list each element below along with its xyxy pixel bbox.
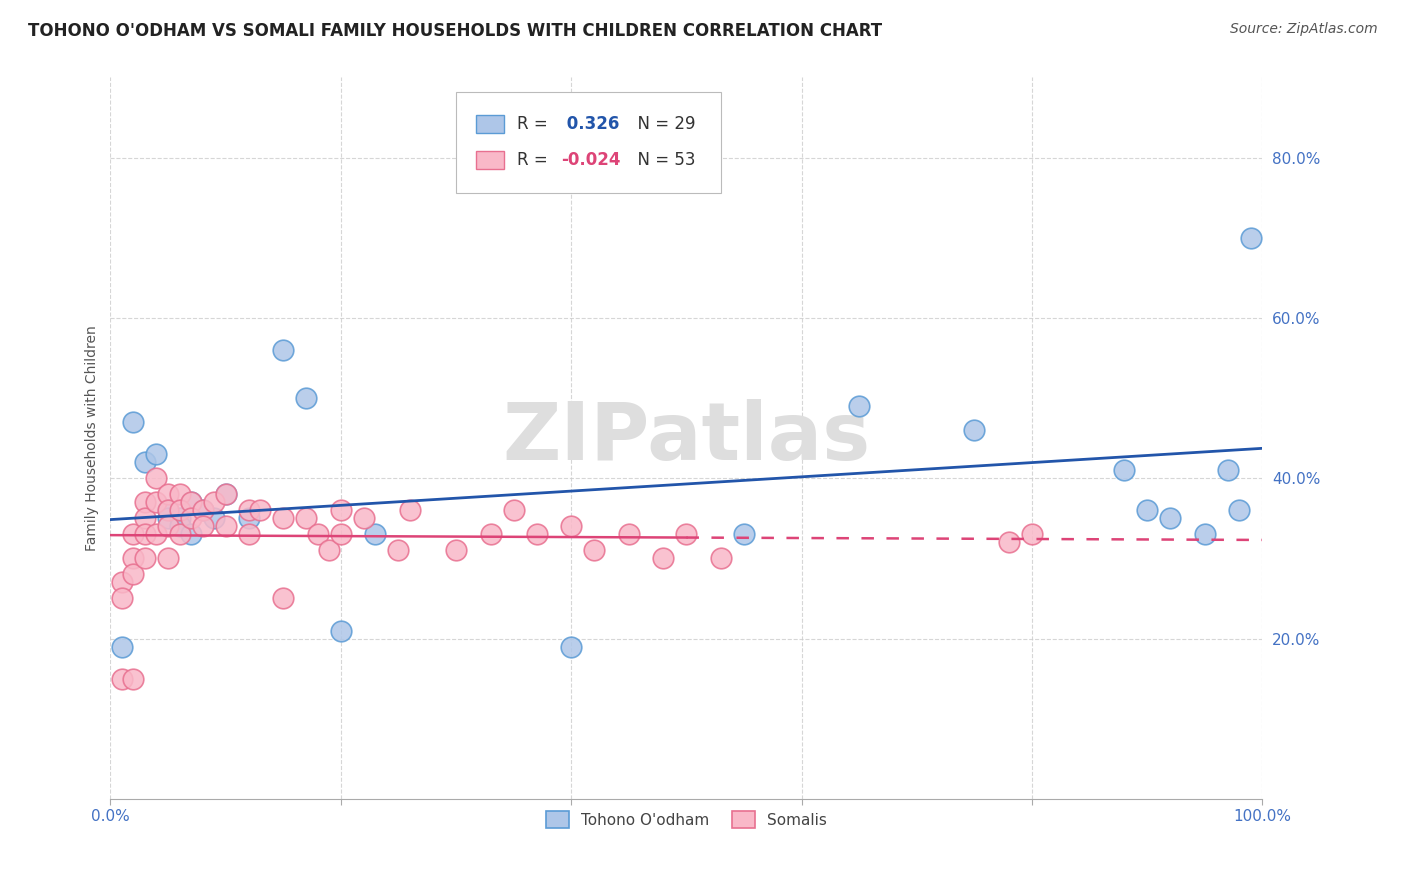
Point — [329, 527, 352, 541]
Point — [111, 575, 134, 590]
Point — [145, 471, 167, 485]
Text: 0.326: 0.326 — [561, 115, 619, 133]
Point — [169, 519, 191, 533]
Point — [675, 527, 697, 541]
Point — [180, 511, 202, 525]
Point — [122, 527, 145, 541]
Point — [526, 527, 548, 541]
Point — [560, 519, 582, 533]
Point — [122, 567, 145, 582]
Point — [180, 495, 202, 509]
Point — [145, 447, 167, 461]
Point — [387, 543, 409, 558]
Point — [169, 511, 191, 525]
Text: TOHONO O'ODHAM VS SOMALI FAMILY HOUSEHOLDS WITH CHILDREN CORRELATION CHART: TOHONO O'ODHAM VS SOMALI FAMILY HOUSEHOL… — [28, 22, 882, 40]
Point — [1021, 527, 1043, 541]
Point — [295, 511, 318, 525]
Point — [364, 527, 387, 541]
Point — [111, 591, 134, 606]
Point — [134, 511, 156, 525]
Point — [122, 672, 145, 686]
Point — [202, 495, 225, 509]
Point — [156, 503, 179, 517]
Point — [169, 487, 191, 501]
Point — [1136, 503, 1159, 517]
Point — [1240, 231, 1263, 245]
Point — [134, 495, 156, 509]
FancyBboxPatch shape — [475, 115, 505, 133]
Point — [191, 519, 214, 533]
Point — [963, 423, 986, 437]
Point — [134, 455, 156, 469]
Point — [111, 640, 134, 654]
Point — [583, 543, 606, 558]
Point — [238, 511, 260, 525]
Point — [122, 551, 145, 566]
Text: N = 29: N = 29 — [627, 115, 695, 133]
Point — [271, 511, 294, 525]
Point — [710, 551, 733, 566]
Point — [214, 487, 236, 501]
Point — [169, 503, 191, 517]
Point — [156, 519, 179, 533]
Point — [214, 487, 236, 501]
Point — [111, 672, 134, 686]
Point — [998, 535, 1021, 549]
Point — [652, 551, 675, 566]
FancyBboxPatch shape — [475, 152, 505, 169]
Text: R =: R = — [517, 152, 553, 169]
Text: R =: R = — [517, 115, 553, 133]
Point — [1159, 511, 1181, 525]
Text: ZIPatlas: ZIPatlas — [502, 399, 870, 477]
Point — [238, 503, 260, 517]
Point — [318, 543, 340, 558]
Point — [169, 527, 191, 541]
Point — [145, 495, 167, 509]
Point — [560, 640, 582, 654]
Point — [307, 527, 329, 541]
Point — [733, 527, 755, 541]
Text: Source: ZipAtlas.com: Source: ZipAtlas.com — [1230, 22, 1378, 37]
Point — [329, 503, 352, 517]
Point — [180, 527, 202, 541]
Point — [1114, 463, 1136, 477]
Point — [479, 527, 502, 541]
Point — [617, 527, 640, 541]
Legend: Tohono O'odham, Somalis: Tohono O'odham, Somalis — [540, 805, 834, 835]
Point — [156, 551, 179, 566]
Point — [271, 343, 294, 357]
Point — [444, 543, 467, 558]
Point — [848, 399, 870, 413]
Point — [502, 503, 524, 517]
Point — [156, 503, 179, 517]
Point — [122, 415, 145, 429]
Point — [1216, 463, 1239, 477]
Point — [1194, 527, 1216, 541]
FancyBboxPatch shape — [456, 92, 721, 193]
Y-axis label: Family Households with Children: Family Households with Children — [86, 326, 100, 551]
Point — [145, 527, 167, 541]
Point — [191, 503, 214, 517]
Point — [399, 503, 422, 517]
Point — [249, 503, 271, 517]
Point — [134, 527, 156, 541]
Text: -0.024: -0.024 — [561, 152, 620, 169]
Point — [329, 624, 352, 638]
Point — [271, 591, 294, 606]
Point — [180, 495, 202, 509]
Point — [238, 527, 260, 541]
Point — [156, 487, 179, 501]
Point — [295, 391, 318, 405]
Point — [1229, 503, 1251, 517]
Point — [202, 511, 225, 525]
Point — [156, 511, 179, 525]
Point — [191, 503, 214, 517]
Point — [134, 551, 156, 566]
Point — [214, 519, 236, 533]
Text: N = 53: N = 53 — [627, 152, 695, 169]
Point — [353, 511, 375, 525]
